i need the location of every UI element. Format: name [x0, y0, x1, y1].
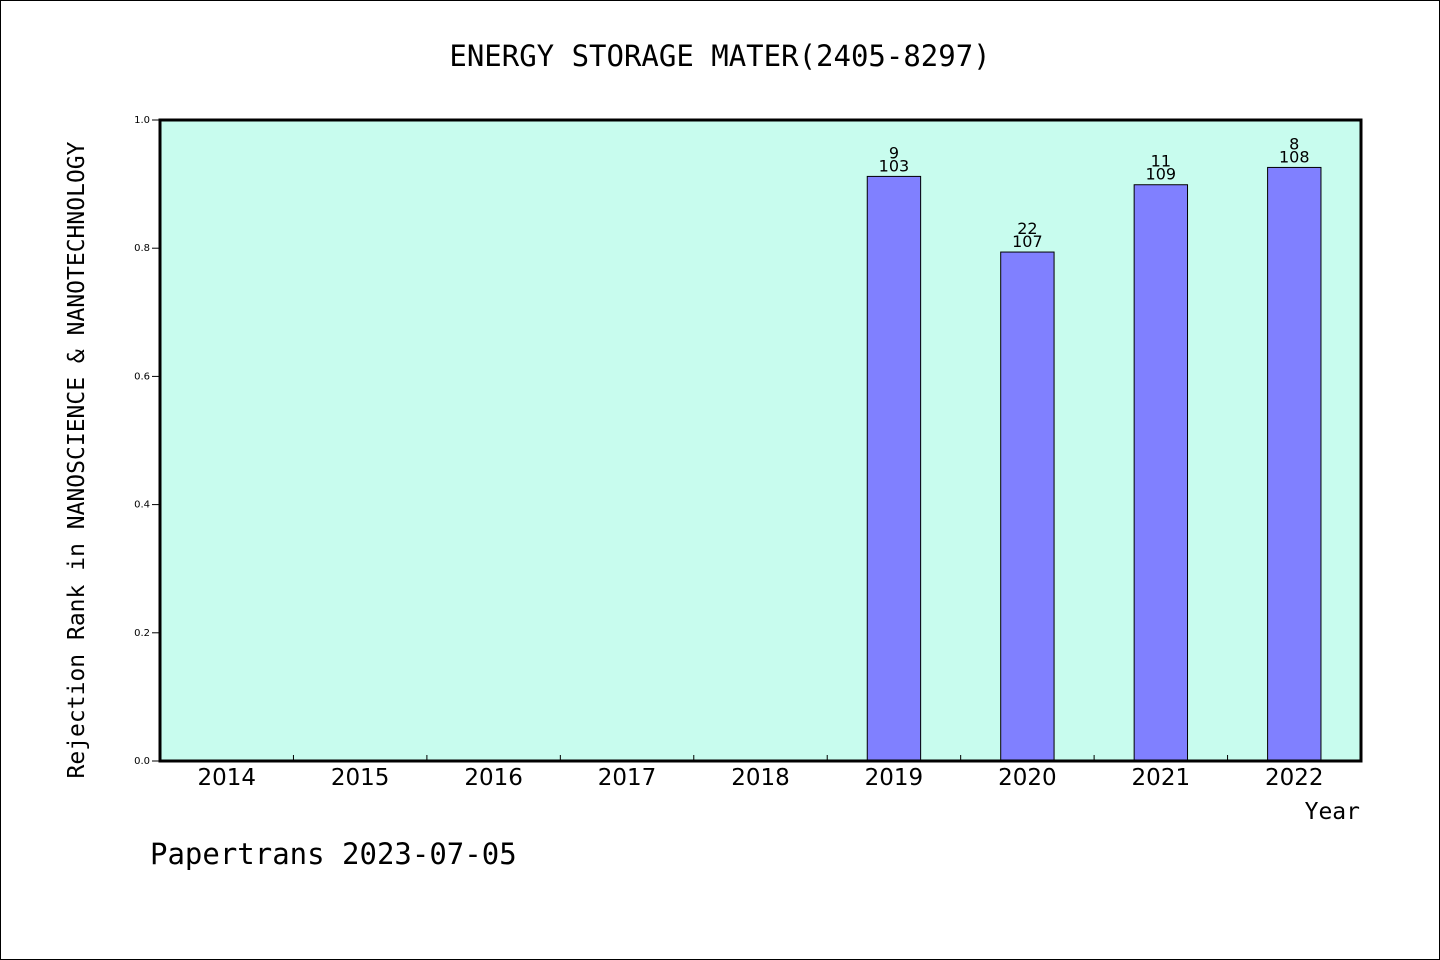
bar-label-top-2022: 8 — [1289, 134, 1299, 153]
x-axis-ticks: 2014 2015 2016 2017 2018 2019 2020 2021 2022 — [197, 755, 1324, 791]
x-tick-label-2021: 2021 — [1132, 765, 1191, 791]
y-tick-label: 0.2 — [134, 628, 150, 639]
plot-border — [158, 118, 1363, 763]
y-tick-label: 0.6 — [134, 371, 150, 382]
y-tick-label: 0.4 — [134, 500, 150, 511]
bar-2021 — [1133, 184, 1189, 762]
x-tick-label-2020: 2020 — [998, 765, 1057, 791]
bar-2019 — [866, 175, 922, 762]
x-tick-label-2019: 2019 — [865, 765, 924, 791]
y-tick-label: 0.8 — [134, 243, 150, 254]
bar-label-bottom-2020: 107 — [1012, 232, 1043, 251]
x-tick-label-2017: 2017 — [598, 765, 657, 791]
bar-label-bottom-2019: 103 — [879, 156, 910, 175]
bar-label-top-2021: 11 — [1151, 152, 1171, 171]
y-tick-label: 1.0 — [134, 115, 150, 126]
y-axis-ticks: 0.0 0.2 0.4 0.6 0.8 1.0 — [134, 115, 160, 767]
bar-label-bottom-2022: 108 — [1279, 147, 1310, 166]
x-tick-label-2016: 2016 — [464, 765, 523, 791]
bar-label-top-2019: 9 — [889, 143, 899, 162]
y-tick-label: 0.0 — [134, 756, 150, 767]
x-tick-label-2015: 2015 — [331, 765, 390, 791]
x-tick-label-2022: 2022 — [1265, 765, 1324, 791]
x-tick-label-2014: 2014 — [197, 765, 256, 791]
x-axis-label: Year — [1305, 799, 1360, 825]
footer-date-stamp: Papertrans 2023-07-05 — [150, 837, 517, 871]
bar-2020 — [1000, 251, 1055, 762]
x-tick-label-2018: 2018 — [731, 765, 790, 791]
chart-title: ENERGY STORAGE MATER(2405-8297) — [449, 39, 990, 73]
bar-label-bottom-2021: 109 — [1146, 165, 1177, 184]
bar-2022 — [1267, 166, 1322, 762]
y-axis-label: Rejection Rank in NANOSCIENCE & NANOTECH… — [64, 141, 90, 778]
bar-label-top-2020: 22 — [1017, 219, 1037, 238]
bars — [866, 166, 1322, 762]
